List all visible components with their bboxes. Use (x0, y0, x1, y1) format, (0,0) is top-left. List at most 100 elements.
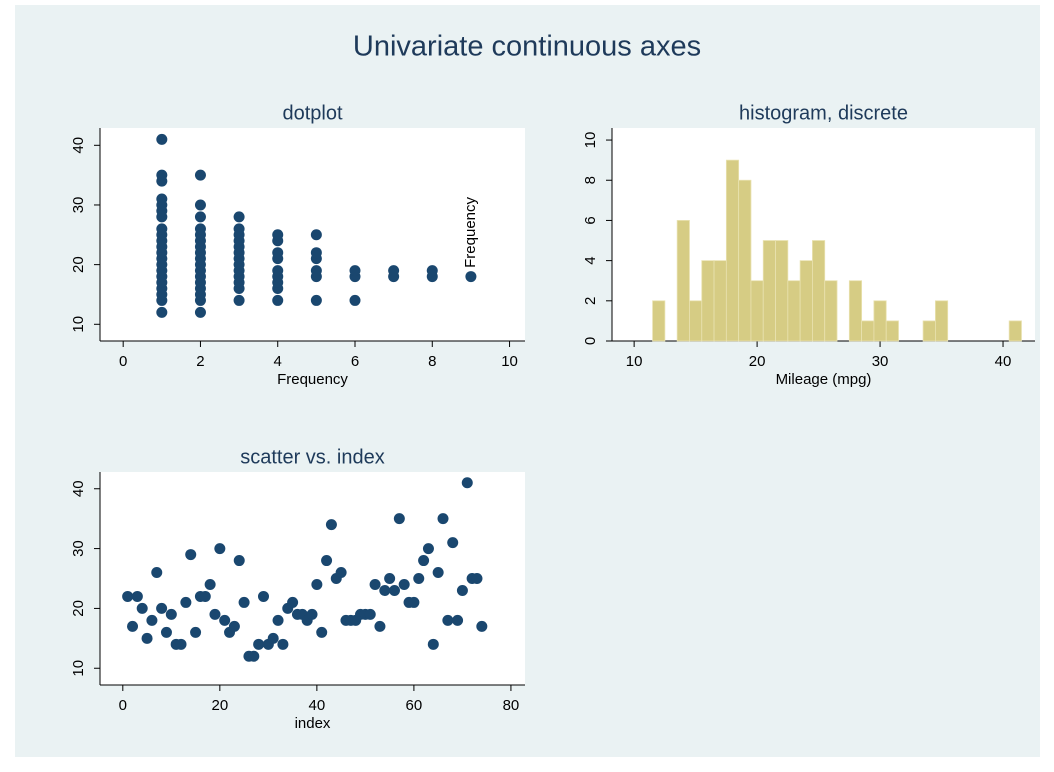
main-title: Univariate continuous axes (353, 31, 701, 63)
point (432, 567, 444, 579)
point (257, 590, 269, 602)
y-tick-label: 40 (70, 137, 87, 154)
point (442, 614, 454, 626)
point (426, 265, 438, 277)
point (310, 294, 322, 306)
point (156, 223, 168, 235)
y-tick-label: 10 (70, 660, 87, 677)
bar (873, 300, 887, 342)
x-tick-label: 10 (501, 353, 518, 370)
point (277, 638, 289, 650)
point (156, 193, 168, 205)
point (418, 555, 430, 567)
point (422, 543, 434, 555)
point (388, 584, 400, 596)
y-tick-label: 2 (582, 297, 599, 305)
point (131, 590, 143, 602)
bar (885, 320, 899, 342)
bar (934, 300, 949, 342)
point (209, 608, 221, 620)
point (175, 638, 187, 650)
point (136, 602, 148, 614)
bar (861, 320, 875, 342)
point (122, 590, 134, 602)
y-tick-label: 30 (70, 540, 87, 557)
point (447, 537, 459, 549)
point (233, 223, 245, 235)
bar (1008, 320, 1022, 342)
point (151, 567, 163, 579)
point (272, 614, 284, 626)
x-tick-label: 60 (406, 697, 423, 714)
point (272, 229, 284, 241)
point (160, 626, 172, 638)
point (141, 632, 153, 644)
x-axis-label: Frequency (277, 371, 348, 388)
point (408, 596, 420, 608)
bar (750, 280, 764, 342)
point (233, 211, 245, 223)
chart-title: histogram, discrete (739, 102, 908, 124)
point (194, 169, 206, 181)
point (233, 555, 245, 567)
point (199, 590, 211, 602)
point (214, 543, 226, 555)
x-tick-label: 4 (274, 353, 282, 370)
bar (787, 280, 801, 342)
y-tick-label: 10 (70, 316, 87, 333)
x-tick-label: 0 (119, 353, 127, 370)
chart-title: dotplot (282, 102, 342, 124)
y-tick-label: 4 (582, 256, 599, 264)
point (228, 620, 240, 632)
bar (848, 280, 863, 342)
point (335, 567, 347, 579)
point (190, 626, 202, 638)
x-tick-label: 30 (872, 353, 889, 370)
point (156, 133, 168, 145)
bar (799, 260, 813, 342)
point (233, 294, 245, 306)
bar (738, 179, 752, 342)
point (180, 596, 192, 608)
point (194, 199, 206, 211)
point (452, 614, 464, 626)
bar (725, 159, 740, 342)
y-tick-label: 30 (70, 197, 87, 214)
point (219, 614, 231, 626)
point (267, 632, 279, 644)
y-tick-label: 20 (70, 256, 87, 273)
x-tick-label: 20 (211, 697, 228, 714)
point (393, 513, 405, 525)
y-tick-label: 40 (70, 480, 87, 497)
point (437, 513, 449, 525)
point (272, 265, 284, 277)
x-tick-label: 80 (503, 697, 520, 714)
point (272, 294, 284, 306)
point (471, 573, 483, 584)
plot-area (100, 472, 525, 685)
point (384, 573, 396, 584)
point (461, 477, 473, 489)
bar (922, 320, 936, 342)
point (306, 608, 318, 620)
point (374, 620, 386, 632)
x-tick-label: 6 (351, 353, 359, 370)
y-tick-label: 10 (582, 132, 599, 149)
point (194, 306, 206, 318)
bar (713, 260, 727, 342)
x-tick-label: 20 (749, 353, 766, 370)
point (364, 608, 376, 620)
point (287, 596, 299, 608)
point (156, 169, 168, 181)
x-tick-label: 40 (309, 697, 326, 714)
point (413, 573, 425, 584)
x-tick-label: 10 (626, 353, 643, 370)
point (310, 229, 322, 241)
point (349, 265, 361, 277)
point (185, 549, 197, 561)
point (310, 247, 322, 259)
point (127, 620, 139, 632)
point (311, 578, 323, 590)
chart-title: scatter vs. index (240, 446, 385, 468)
